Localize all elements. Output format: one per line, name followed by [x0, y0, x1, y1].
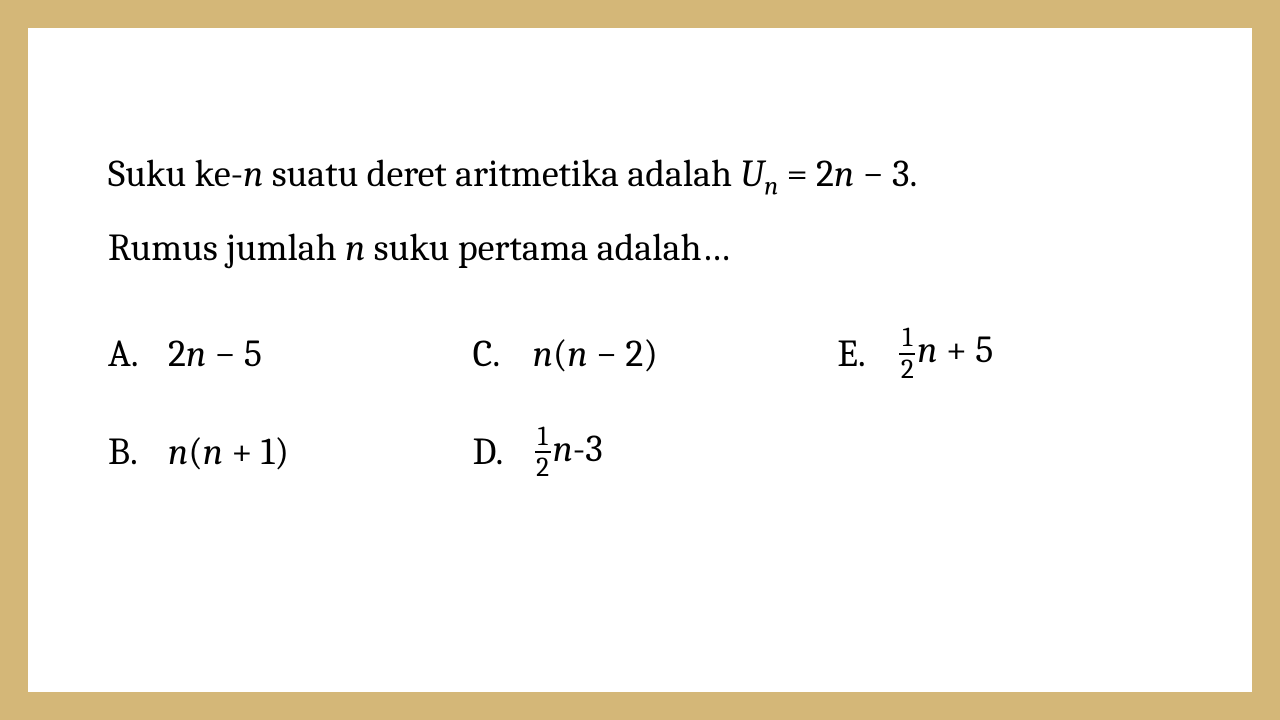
option-empty — [837, 423, 1182, 482]
question-text: Suku ke-n suatu deret aritmetika adalah … — [108, 138, 1182, 284]
option-expr: 2n − 5 — [168, 332, 262, 376]
tail: − 2) — [588, 332, 658, 376]
paren: ( — [553, 332, 568, 376]
frac-num: 1 — [535, 423, 551, 453]
option-c[interactable]: C. n(n − 2) — [473, 324, 818, 383]
option-e[interactable]: E. 1 2 n + 5 — [837, 324, 1182, 383]
fraction: 1 2 — [535, 423, 551, 482]
paren: ( — [188, 430, 203, 474]
frac-num: 1 — [899, 324, 915, 354]
tail: -3 — [573, 427, 603, 471]
var: n — [186, 332, 206, 376]
fraction: 1 2 — [899, 324, 915, 383]
var: n — [168, 430, 188, 474]
option-letter: E. — [837, 332, 879, 376]
q-var-n: n — [345, 226, 365, 270]
var: n — [533, 332, 553, 376]
q-var-n: n — [834, 152, 854, 196]
var: n — [567, 332, 587, 376]
q-text: Suku ke- — [108, 152, 243, 196]
q-text: Rumus jumlah — [108, 226, 345, 270]
option-b[interactable]: B. n(n + 1) — [108, 423, 453, 482]
var: n — [203, 430, 223, 474]
frac-den: 2 — [901, 355, 914, 383]
tail: − 5 — [206, 332, 262, 376]
var: n — [917, 329, 937, 373]
option-expr: n(n + 1) — [168, 430, 289, 474]
q-sub-n: n — [764, 171, 778, 202]
q-text: − 3. — [854, 152, 917, 196]
num: 2 — [168, 332, 186, 376]
option-letter: C. — [473, 332, 515, 376]
options-grid: A. 2n − 5 C. n(n − 2) E. 1 2 n + 5 B. n — [108, 324, 1182, 481]
tail: + 1) — [223, 430, 289, 474]
option-expr: 1 2 n + 5 — [897, 324, 993, 383]
option-d[interactable]: D. 1 2 n-3 — [473, 423, 818, 482]
option-expr: 1 2 n-3 — [533, 423, 603, 482]
frac-den: 2 — [536, 453, 549, 481]
question-card: Suku ke-n suatu deret aritmetika adalah … — [28, 28, 1252, 692]
q-var-U: U — [740, 152, 764, 196]
tail: + 5 — [937, 329, 993, 373]
q-text: = 2 — [778, 152, 834, 196]
var: n — [553, 427, 573, 471]
option-expr: n(n − 2) — [533, 332, 658, 376]
q-text: suku pertama adalah… — [365, 226, 730, 270]
q-text: suatu deret aritmetika adalah — [263, 152, 740, 196]
option-letter: A. — [108, 332, 150, 376]
option-letter: B. — [108, 430, 150, 474]
option-a[interactable]: A. 2n − 5 — [108, 324, 453, 383]
q-var-n: n — [243, 152, 263, 196]
option-letter: D. — [473, 430, 515, 474]
